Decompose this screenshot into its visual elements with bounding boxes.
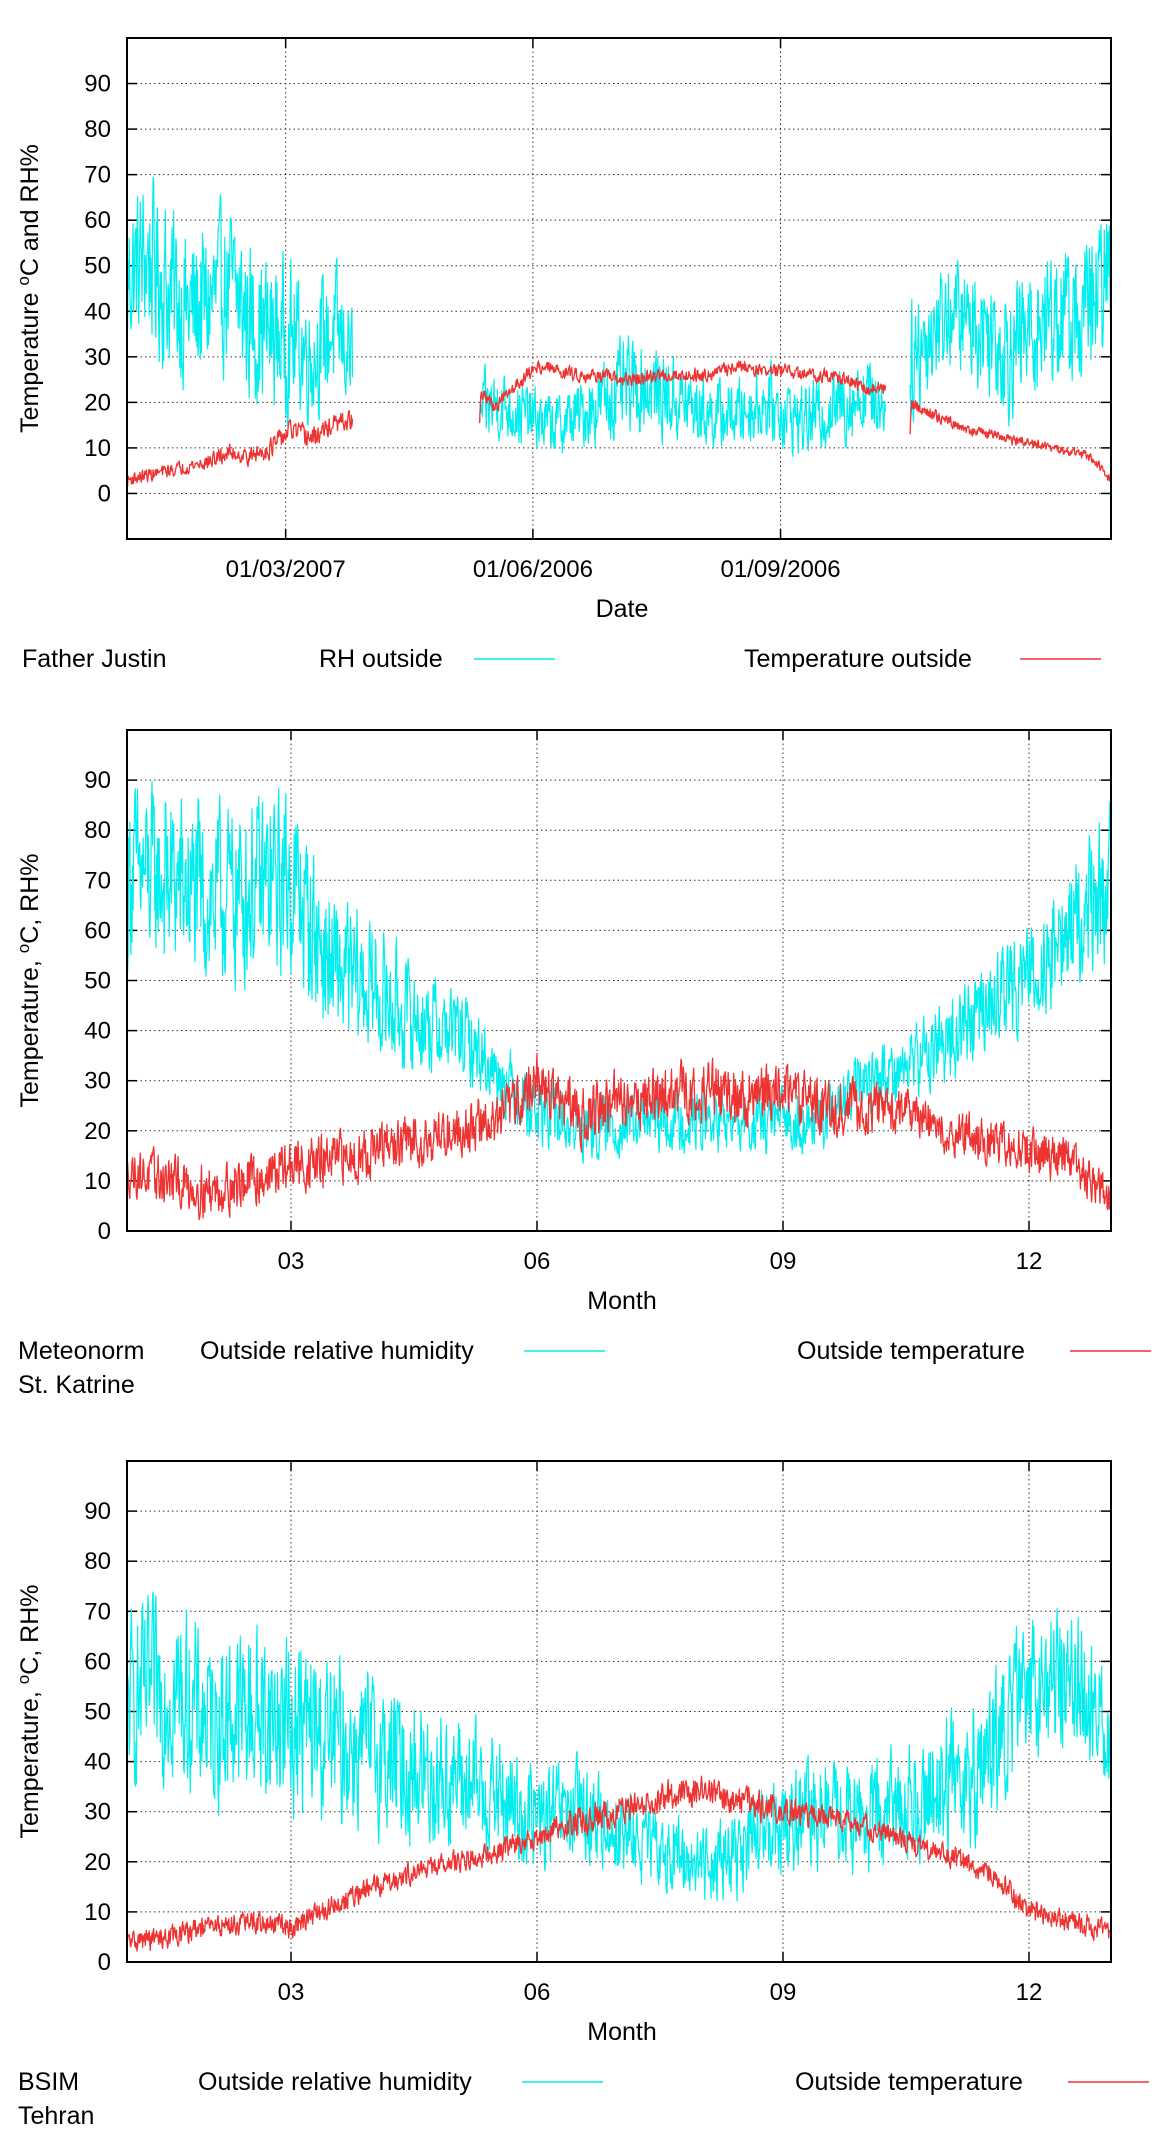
plot-frame <box>126 1460 1112 1963</box>
plot-frame <box>126 729 1112 1232</box>
legend: BSIM Tehran Outside relative humidity Outsi… <box>18 2068 1149 2130</box>
y-axis-label-superscript: o <box>14 1675 33 1684</box>
x-tick-label: 09 <box>770 1248 797 1275</box>
y-tick-label: 70 <box>84 162 111 189</box>
y-axis-label-part: Temperature <box>16 286 44 433</box>
series-line-temperature <box>127 1775 1111 1952</box>
x-axis-label: Month <box>587 1287 656 1315</box>
y-tick-label: 80 <box>84 116 111 143</box>
x-axis-label: Date <box>596 595 649 623</box>
y-tick-label: 20 <box>84 1118 111 1145</box>
x-tick-label: 06 <box>524 1979 551 2006</box>
plot-area <box>127 1592 1111 1952</box>
legend-label: Outside relative humidity <box>198 2068 472 2096</box>
y-axis-label-part: Temperature, <box>16 953 44 1107</box>
y-tick-label: 70 <box>84 867 111 894</box>
series-line-humidity <box>127 1592 1111 1902</box>
y-axis-label-part: C, RH% <box>16 853 44 943</box>
series-line-temperature <box>909 399 1111 482</box>
y-tick-label: 0 <box>98 1949 111 1976</box>
x-tick-label: 12 <box>1016 1979 1043 2006</box>
x-tick-label: 01/09/2006 <box>720 556 840 583</box>
y-tick-label: 30 <box>84 1068 111 1095</box>
y-tick-label: 10 <box>84 1899 111 1926</box>
plot-area <box>127 176 1111 487</box>
series-line-humidity <box>127 781 1111 1164</box>
legend-label: RH outside <box>319 645 443 673</box>
y-tick-label: 90 <box>84 71 111 98</box>
series-line-temperature <box>127 1052 1111 1221</box>
chart-panel-meteonorm-st-katrine: 0 10 20 30 40 50 60 70 80 90 03 06 09 12 Month Temperat… <box>14 729 1151 1399</box>
y-axis-label-part: Temperature, <box>16 1684 44 1838</box>
y-tick-label: 30 <box>84 1799 111 1826</box>
legend-label: Outside temperature <box>795 2068 1023 2096</box>
x-tick-label: 06 <box>524 1248 551 1275</box>
station-label: Tehran <box>18 2102 94 2130</box>
x-tick-label: 03 <box>278 1248 305 1275</box>
y-tick-label: 10 <box>84 1168 111 1195</box>
y-tick-label: 40 <box>84 1749 111 1776</box>
y-tick-label: 40 <box>84 1018 111 1045</box>
y-tick-label: 60 <box>84 207 111 234</box>
x-tick-label: 01/03/2007 <box>226 556 346 583</box>
station-label: Father Justin <box>22 645 167 673</box>
y-tick-label: 60 <box>84 917 111 944</box>
y-tick-label: 90 <box>84 767 111 794</box>
series-line-temperature <box>478 360 887 424</box>
x-tick-label: 12 <box>1016 1248 1043 1275</box>
y-tick-label: 50 <box>84 1699 111 1726</box>
y-axis-label: Temperature oC and RH% <box>14 144 44 433</box>
legend-label: Outside temperature <box>797 1337 1025 1365</box>
y-tick-label: 80 <box>84 1548 111 1575</box>
legend: Meteonorm St. Katrine Outside relative hum… <box>18 1337 1151 1399</box>
y-tick-label: 10 <box>84 435 111 462</box>
station-label: St. Katrine <box>18 1371 135 1399</box>
x-axis-label: Month <box>587 2018 656 2046</box>
y-tick-label: 0 <box>98 1218 111 1245</box>
series-line-temperature <box>127 409 354 487</box>
legend-label: Outside relative humidity <box>200 1337 474 1365</box>
y-tick-label: 50 <box>84 253 111 280</box>
x-tick-label: 09 <box>770 1979 797 2006</box>
series-line-humidity <box>909 223 1111 427</box>
legend-label: Temperature outside <box>744 645 972 673</box>
plot-area <box>127 781 1111 1221</box>
y-axis-label-superscript: o <box>14 276 33 285</box>
y-axis-label-part: C and RH% <box>16 144 44 276</box>
chart-panel-father-justin: 0 10 20 30 40 50 60 70 80 90 01/03/2007 01/06/2006 0… <box>14 37 1112 673</box>
y-tick-label: 50 <box>84 968 111 995</box>
y-axis-label-part: C, RH% <box>16 1584 44 1674</box>
legend: Father Justin RH outside Temperature outsi… <box>22 645 1101 673</box>
y-tick-label: 40 <box>84 298 111 325</box>
plot-frame <box>126 37 1112 540</box>
chart-panel-bsim-tehran: 0 10 20 30 40 50 60 70 80 90 03 06 09 12 Month Temperat… <box>14 1460 1149 2130</box>
station-label: BSIM <box>18 2068 79 2096</box>
y-tick-label: 60 <box>84 1648 111 1675</box>
station-label: Meteonorm <box>18 1337 144 1365</box>
y-tick-label: 20 <box>84 389 111 416</box>
y-tick-label: 20 <box>84 1849 111 1876</box>
x-tick-label: 01/06/2006 <box>473 556 593 583</box>
y-tick-label: 90 <box>84 1498 111 1525</box>
x-tick-label: 03 <box>278 1979 305 2006</box>
y-axis-label: Temperature, oC, RH% <box>14 853 44 1107</box>
y-tick-label: 70 <box>84 1598 111 1625</box>
y-tick-label: 30 <box>84 344 111 371</box>
series-line-humidity <box>127 176 354 427</box>
y-axis-label-superscript: o <box>14 944 33 953</box>
y-tick-label: 0 <box>98 480 111 507</box>
y-tick-label: 80 <box>84 817 111 844</box>
y-axis-label: Temperature, oC, RH% <box>14 1584 44 1838</box>
series-line-humidity <box>479 335 887 458</box>
